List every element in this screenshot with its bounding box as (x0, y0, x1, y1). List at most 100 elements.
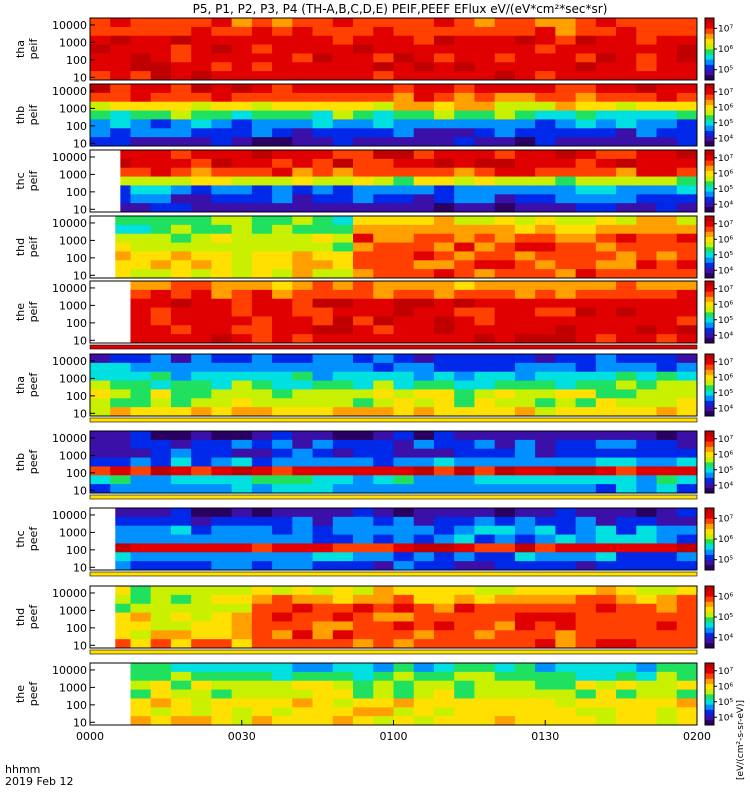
heatmap-cell (251, 707, 273, 717)
heatmap-cell (656, 466, 678, 476)
heatmap-cell (332, 407, 354, 417)
heatmap-cell (616, 466, 637, 476)
heatmap-cell (656, 251, 678, 261)
heatmap-cell (616, 194, 637, 204)
colorbar-swatch (705, 160, 714, 166)
heatmap-cell (393, 334, 415, 344)
heatmap-cell (90, 354, 111, 364)
heatmap-cell (211, 137, 233, 147)
panel-ylabel: thcpeif (14, 170, 40, 192)
heatmap-cell (191, 594, 212, 605)
heatmap-cell (433, 543, 455, 553)
heatmap-cell (595, 389, 617, 399)
heatmap-cell (332, 371, 354, 381)
heatmap-cell (373, 680, 394, 690)
heatmap-cell (251, 680, 273, 690)
heatmap-cell (130, 26, 152, 37)
heatmap-cell (454, 439, 475, 450)
heatmap-cell (454, 448, 475, 458)
heatmap-cell (575, 150, 597, 160)
heatmap-cell (413, 216, 435, 226)
heatmap-cell (150, 289, 172, 300)
heatmap-cell (251, 137, 273, 147)
heatmap-cell (292, 167, 313, 177)
heatmap-cell (272, 137, 293, 147)
heatmap-cell (433, 44, 455, 54)
heatmap-cell (575, 101, 597, 111)
heatmap-cell (251, 543, 273, 553)
heatmap-cell (514, 224, 536, 235)
heatmap-cell (332, 137, 354, 147)
heatmap-cell (454, 586, 475, 596)
heatmap-cell (616, 84, 637, 94)
heatmap-cell (616, 325, 637, 335)
heatmap-cell (656, 552, 678, 562)
heatmap-cell (616, 158, 637, 169)
heatmap-cell (292, 194, 313, 204)
heatmap-cell (332, 92, 354, 103)
heatmap-cell (636, 707, 657, 717)
heatmap-cell (292, 269, 313, 279)
heatmap-cell (433, 398, 455, 408)
heatmap-cell (433, 53, 455, 63)
heatmap-cell (474, 35, 496, 45)
heatmap-cell (656, 516, 678, 527)
heatmap-cell (656, 242, 678, 252)
heatmap-cell (170, 26, 192, 37)
heatmap-cell (454, 371, 475, 381)
heatmap-cell (595, 216, 617, 226)
heatmap-cell (170, 561, 192, 571)
heatmap-cell (514, 281, 536, 291)
heatmap-cell (130, 466, 152, 476)
heatmap-cell (312, 316, 334, 326)
colorbar-swatch (705, 226, 714, 232)
heatmap-cell (110, 354, 131, 364)
heatmap-cell (211, 150, 233, 160)
heatmap-cell (353, 316, 374, 326)
heatmap-cell (616, 586, 637, 596)
heatmap-cell (393, 431, 415, 441)
heatmap-cell (170, 281, 192, 291)
heatmap-cell (535, 167, 556, 177)
heatmap-cell (211, 534, 233, 544)
heatmap-cell (251, 298, 273, 308)
heatmap-cell (595, 158, 617, 169)
heatmap-cell (110, 371, 131, 381)
heatmap-cell (595, 689, 617, 699)
heatmap-cell (514, 44, 536, 54)
heatmap-cell (292, 362, 313, 373)
heatmap-cell (676, 269, 698, 279)
heatmap-cell (474, 362, 496, 373)
heatmap-cell (292, 71, 313, 81)
heatmap-cell (292, 44, 313, 54)
colorbar-tick-label: 10⁶ (718, 169, 733, 179)
heatmap-cell (393, 663, 415, 673)
heatmap-cell (656, 639, 678, 649)
heatmap-cell (251, 594, 273, 605)
heatmap-cell (231, 431, 253, 441)
y-tick-label: 100 (66, 467, 87, 480)
heatmap-cell (535, 44, 556, 54)
heatmap-cell (433, 334, 455, 344)
heatmap-cell (312, 35, 334, 45)
colorbar-frame (704, 83, 715, 147)
heatmap-cell (170, 525, 192, 535)
heatmap-cell (373, 224, 394, 235)
colorbar-unit-label: [eV/(cm²-s-sr-eV)] (736, 700, 746, 780)
panel-frame (89, 507, 698, 571)
heatmap-cell (353, 167, 374, 177)
heatmap-cell (636, 71, 657, 81)
heatmap-cell (150, 35, 172, 45)
heatmap-cell (292, 35, 313, 45)
heatmap-cell (353, 71, 374, 81)
heatmap-cell (616, 630, 637, 640)
heatmap-cell (90, 371, 111, 381)
heatmap-cell (636, 101, 657, 111)
heatmap-cell (636, 398, 657, 408)
heatmap-cell (454, 325, 475, 335)
heatmap-cell (494, 362, 516, 373)
colorbar-swatch (705, 436, 714, 442)
